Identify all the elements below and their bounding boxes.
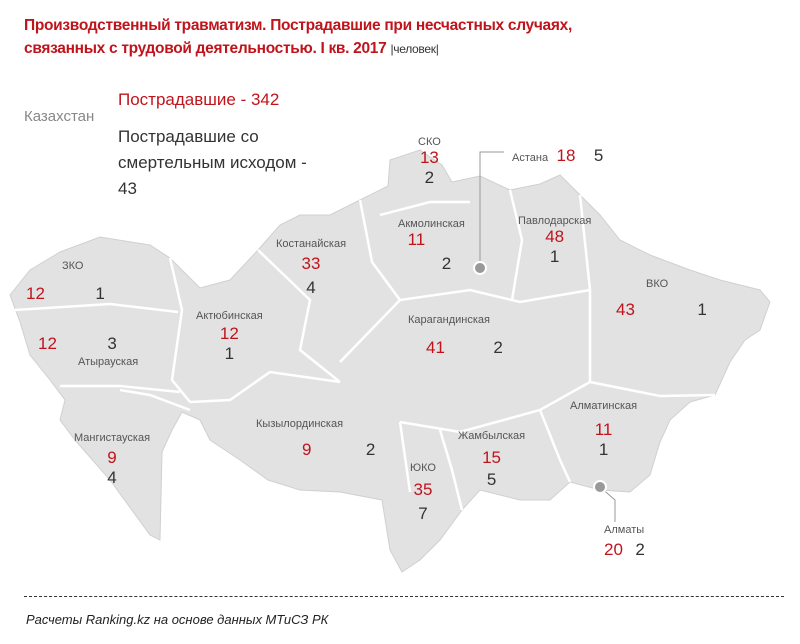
region-atyrau: 12 3 Атырауская	[38, 334, 138, 368]
fatal-value: 1	[598, 440, 609, 459]
region-pavlodar: Павлодарская 48 1	[518, 215, 591, 267]
astana-marker	[473, 261, 487, 275]
fatal-value: 5	[593, 146, 604, 165]
injured-value: 41	[426, 338, 445, 357]
region-name: Астана	[512, 152, 549, 164]
region-zhambyl: Жамбылская 15 5	[458, 430, 525, 490]
injured-value: 20	[604, 540, 623, 559]
region-name: Атырауская	[78, 356, 139, 368]
fatal-value: 1	[224, 344, 235, 363]
region-akmola: Акмолинская 11 2	[398, 218, 465, 274]
injured-value: 35	[413, 480, 433, 499]
fatal-value: 1	[697, 300, 707, 319]
injured-value: 48	[545, 227, 565, 246]
fatal-value: 2	[424, 168, 435, 187]
injured-value: 9	[302, 440, 312, 459]
fatal-value: 3	[107, 334, 117, 353]
astana-leader-line	[479, 151, 504, 268]
fatal-value: 2	[635, 540, 645, 559]
region-name: ЮКО	[410, 462, 436, 474]
region-sko: СКО 13 2	[418, 136, 441, 188]
region-name: Павлодарская	[518, 215, 592, 227]
region-name: СКО	[418, 136, 441, 148]
injured-value: 13	[419, 148, 439, 167]
title-line-2: связанных с трудовой деятельностью. I кв…	[24, 40, 387, 57]
almaty-marker	[593, 480, 607, 494]
fatal-value: 1	[95, 284, 105, 303]
fatal-value: 1	[549, 247, 560, 266]
injured-value: 12	[26, 284, 45, 303]
injured-value: 9	[107, 448, 117, 467]
region-almaty-city: Алматы 20 2	[604, 524, 645, 560]
fatal-value: 5	[486, 470, 497, 489]
country-label: Казахстан	[24, 108, 95, 125]
region-name: ЗКО	[62, 260, 84, 272]
injured-value: 15	[482, 448, 501, 467]
legend-fatal: Пострадавшие со смертельным исходом - 43	[118, 127, 307, 198]
region-zko: ЗКО	[62, 260, 83, 272]
injured-value: 33	[301, 254, 321, 273]
region-vko: ВКО 43 1	[616, 278, 707, 320]
fatal-value: 4	[306, 278, 316, 297]
legend-injured: Пострадавшие - 342	[118, 90, 280, 109]
fatal-value: 7	[418, 504, 428, 523]
region-name: Костанайская	[276, 238, 347, 250]
unit-label: |человек|	[390, 42, 439, 56]
region-name: Жамбылская	[458, 430, 526, 442]
region-borders	[14, 189, 716, 511]
region-name: Алматы	[604, 524, 645, 536]
fatal-value: 2	[365, 440, 376, 459]
injured-value: 12	[38, 334, 57, 353]
region-name: Кызылординская	[256, 418, 344, 430]
region-name: Мангистауская	[74, 432, 151, 444]
region-mangystau: Мангистауская 9 4	[74, 432, 150, 488]
footer-divider	[24, 596, 784, 597]
fatal-value: 4	[107, 468, 117, 487]
region-yuko: ЮКО 35 7	[410, 462, 436, 524]
source-note: Расчеты Ranking.kz на основе данных МТиС…	[26, 612, 329, 627]
region-kyzylorda: Кызылординская 9 2	[256, 418, 375, 460]
injured-value: 18	[556, 146, 576, 165]
region-aktobe: Актюбинская 12 1	[196, 310, 263, 364]
fatal-value: 2	[493, 338, 503, 357]
region-zko-values: 12 1	[26, 284, 105, 304]
injured-value: 11	[407, 230, 426, 249]
region-kostanay: Костанайская 33 4	[276, 238, 346, 298]
chart-title: Производственный травматизм. Пострадавши…	[24, 14, 572, 61]
injured-value: 12	[219, 324, 239, 343]
region-astana: Астана 18 5	[512, 146, 603, 166]
region-karaganda: Карагандинская 41 2	[408, 314, 503, 358]
injured-value: 43	[616, 300, 635, 319]
region-name: ВКО	[646, 278, 669, 290]
region-almaty-oblast: Алматинская 11 1	[570, 400, 637, 460]
region-name: Алматинская	[570, 400, 638, 412]
region-name: Акмолинская	[398, 218, 465, 230]
fatal-value: 2	[441, 254, 452, 273]
country-shape	[9, 149, 771, 573]
region-name: Актюбинская	[196, 310, 263, 322]
injured-value: 11	[594, 420, 613, 439]
title-line-1: Производственный травматизм. Пострадавши…	[24, 17, 572, 34]
region-name: Карагандинская	[408, 314, 490, 326]
